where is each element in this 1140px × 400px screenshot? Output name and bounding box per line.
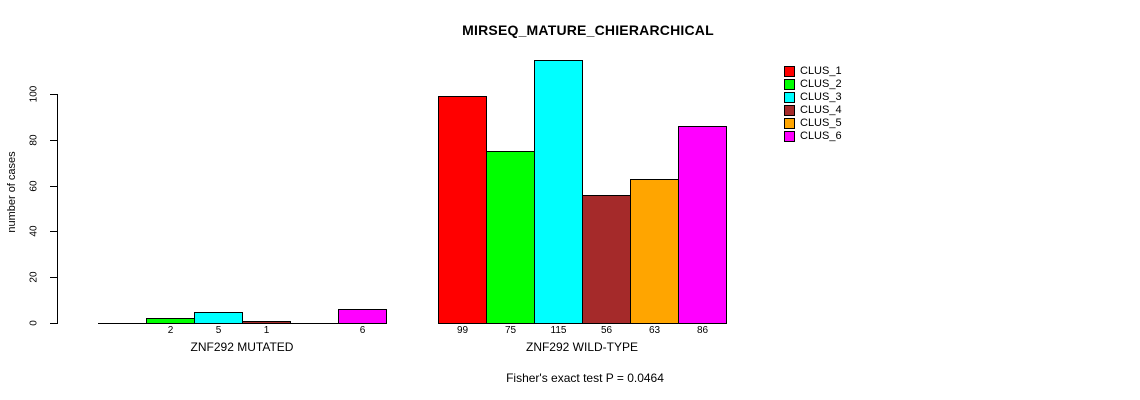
legend-row: CLUS_2 [784,78,842,91]
bar [534,60,583,324]
bar [630,179,679,324]
bar-value-label: 86 [696,325,709,336]
bar [146,318,195,324]
bar [194,312,243,324]
legend-label: CLUS_4 [800,104,842,116]
legend: CLUS_1 CLUS_2 CLUS_3 CLUS_4 CLUS_5 CLUS_6 [784,65,842,143]
legend-row: CLUS_3 [784,91,842,104]
bar-value-label: 99 [456,325,469,336]
y-tick [50,231,57,232]
bar-value-label: 115 [550,325,567,336]
bar-value-label: 5 [215,325,222,336]
legend-swatch [784,79,795,90]
y-tick-label: 100 [28,85,40,103]
group-label-znf292-wild-type: ZNF292 WILD-TYPE [525,340,639,354]
legend-row: CLUS_5 [784,117,842,130]
legend-row: CLUS_1 [784,65,842,78]
y-tick-label: 80 [28,134,40,146]
y-tick [50,323,57,324]
y-tick-label: 60 [28,180,40,192]
legend-label: CLUS_2 [800,78,842,90]
y-tick-label: 0 [28,320,40,326]
bar-zero-line [290,323,339,324]
y-tick-label: 40 [28,225,40,237]
legend-row: CLUS_6 [784,130,842,143]
y-tick [50,94,57,95]
bar [486,151,535,324]
legend-label: CLUS_1 [800,65,842,77]
y-tick-label: 20 [28,271,40,283]
bar-value-label: 75 [504,325,517,336]
fisher-test-caption: Fisher's exact test P = 0.0464 [506,371,664,385]
bar [242,321,291,324]
legend-swatch [784,118,795,129]
y-tick [50,277,57,278]
bar [338,309,387,324]
bar [438,96,487,324]
y-axis-line [57,94,58,324]
chart-title: MIRSEQ_MATURE_CHIERARCHICAL [462,22,714,38]
legend-label: CLUS_5 [800,117,842,129]
bar-value-label: 2 [167,325,174,336]
y-tick [50,140,57,141]
group-label-znf292-mutated: ZNF292 MUTATED [190,340,294,354]
legend-swatch [784,131,795,142]
bar-zero-line [98,323,147,324]
legend-swatch [784,105,795,116]
legend-swatch [784,66,795,77]
y-tick [50,186,57,187]
bar-value-label: 63 [648,325,661,336]
legend-swatch [784,92,795,103]
legend-row: CLUS_4 [784,104,842,117]
bar-value-label: 1 [263,325,270,336]
legend-label: CLUS_3 [800,91,842,103]
bar [582,195,631,324]
legend-label: CLUS_6 [800,130,842,142]
bar [678,126,727,324]
bar-value-label: 56 [600,325,613,336]
y-axis-label: number of cases [6,151,18,233]
bar-value-label: 6 [359,325,366,336]
